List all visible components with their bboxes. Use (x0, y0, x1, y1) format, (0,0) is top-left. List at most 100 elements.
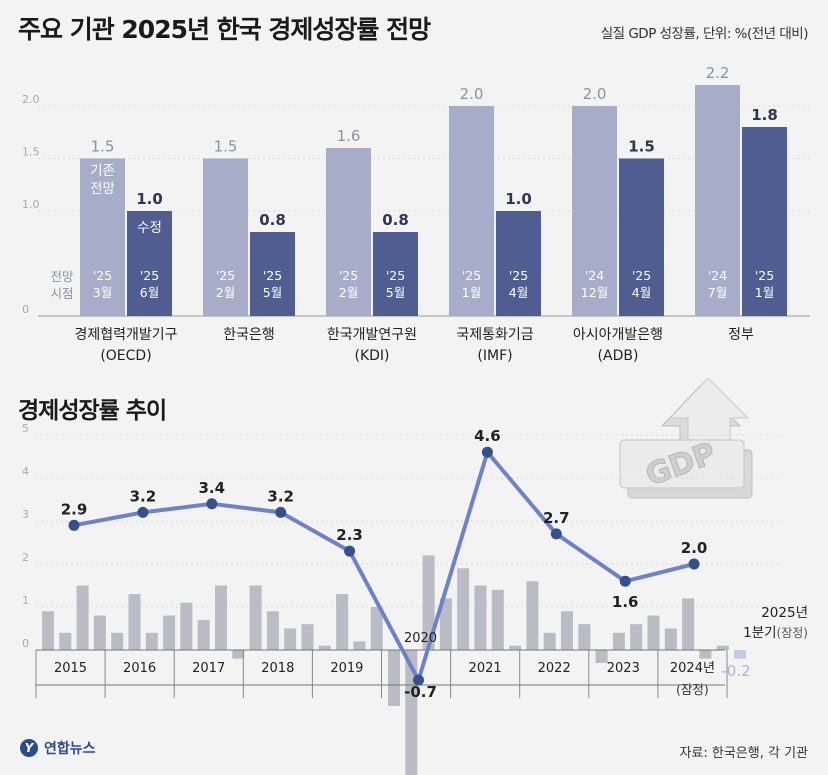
time-axis-label: 시점 (50, 286, 73, 301)
y-tick-label: 3 (22, 508, 29, 521)
prev-value-label: 1.5 (91, 138, 115, 156)
year-label: 2020 (404, 631, 437, 646)
year-label: 2019 (330, 661, 363, 676)
growth-point (68, 519, 80, 531)
prev-date-year: '25 (339, 268, 358, 283)
prev-forecast-bar (572, 106, 617, 316)
quarterly-bar (509, 645, 522, 650)
quarterly-bar (93, 615, 106, 650)
page-title: 주요 기관 2025년 한국 경제성장률 전망 (18, 15, 431, 44)
prev-date-year: '25 (216, 268, 235, 283)
quarterly-bar (128, 594, 141, 650)
growth-point (206, 498, 218, 510)
quarterly-bar (111, 632, 124, 650)
revised-forecast-bar (127, 211, 172, 316)
quarterly-bar (612, 632, 625, 650)
source-note: 자료: 한국은행, 각 기관 (679, 746, 808, 761)
y-tick-label: 5 (22, 422, 29, 435)
revised-value-label: 1.0 (136, 190, 163, 208)
prev-date-month: 3월 (93, 285, 112, 300)
quarterly-bar (76, 585, 89, 650)
growth-value-label: -0.7 (404, 683, 437, 701)
institution-abbr: (OECD) (100, 348, 151, 364)
institution-label: 경제협력개발기구 (74, 327, 177, 343)
quarterly-bar (578, 624, 591, 650)
quarterly-bar (215, 585, 227, 650)
prev-value-label: 2.0 (460, 85, 484, 103)
growth-value-label: 3.2 (267, 487, 294, 505)
revised-value-label: 0.8 (382, 211, 409, 229)
prev-date-month: 2월 (339, 285, 358, 300)
institution-abbr: (KDI) (354, 348, 389, 364)
prev-value-label: 2.0 (583, 85, 607, 103)
rev-date-year: '25 (386, 268, 405, 283)
gdp-arrow-icon: GDP (619, 378, 753, 499)
prev-forecast-bar (449, 106, 494, 316)
prev-date-year: '25 (462, 268, 481, 283)
quarterly-bar (543, 632, 556, 650)
rev-date-year: '25 (755, 268, 774, 283)
quarterly-bar (457, 568, 470, 650)
prev-date-year: '25 (93, 268, 112, 283)
quarterly-bar (474, 585, 487, 650)
growth-value-label: 2.3 (336, 526, 363, 544)
q2025-year-label: 2025년 (761, 605, 808, 621)
quarterly-bar (318, 645, 331, 650)
q2025-note: (잠정) (777, 626, 808, 640)
rev-date-year: '25 (263, 268, 282, 283)
quarterly-bar (180, 602, 193, 650)
prev-date-month: 7월 (708, 285, 727, 300)
year-label: 2024년 (670, 661, 715, 676)
revised-legend: 수정 (137, 220, 162, 236)
y-tick-label: 1 (22, 594, 29, 607)
growth-value-label: 3.2 (130, 487, 157, 505)
prev-value-label: 2.2 (706, 64, 730, 82)
prev-date-month: 2월 (216, 285, 235, 300)
prev-date-year: '24 (708, 268, 727, 283)
quarterly-bar (664, 628, 677, 650)
revised-value-label: 1.5 (628, 138, 655, 156)
quarterly-bar (647, 615, 660, 650)
quarterly-bar (42, 611, 54, 650)
year-label: 2017 (192, 661, 225, 676)
growth-value-label: 3.4 (199, 479, 226, 497)
growth-point (275, 506, 287, 518)
institution-label: 아시아개발은행 (573, 327, 663, 343)
rev-date-year: '25 (632, 268, 651, 283)
institution-abbr: (IMF) (477, 348, 512, 364)
note-2024: (잠정) (676, 682, 709, 697)
prev-date-year: '24 (585, 268, 604, 283)
growth-point (550, 528, 562, 540)
year-label: 2015 (54, 661, 87, 676)
trend-chart: 0 1 2 3 4 5 2015 2016 2017 2018 2019 2021 2022 2023 20… (22, 422, 808, 775)
revised-forecast-bar (496, 211, 541, 316)
revised-forecast-bar (250, 232, 295, 316)
quarterly-bar (630, 624, 643, 650)
institution-label: 국제통화기금 (456, 327, 533, 343)
revised-forecast-bar (619, 158, 664, 316)
quarterly-bar (266, 611, 279, 650)
prev-forecast-legend: 기존 (90, 163, 115, 179)
q2025-quarter-label: 1분기(잠정) (743, 625, 808, 641)
growth-value-label: 4.6 (474, 427, 501, 445)
q2025-quarter-text: 1분기 (743, 625, 776, 641)
q2025-value-label: -0.2 (721, 662, 750, 680)
revised-forecast-bar (373, 232, 418, 316)
quarterly-bar (163, 615, 176, 650)
quarterly-bar (145, 632, 158, 650)
quarterly-bar (370, 607, 383, 650)
revised-forecast-bar (742, 127, 787, 316)
logo-icon: Y (20, 739, 38, 757)
prev-forecast-bar (326, 148, 371, 316)
growth-value-label: 2.0 (681, 539, 708, 557)
y-tick-label: 1.0 (22, 198, 40, 211)
rev-date-month: 5월 (263, 285, 282, 300)
year-label: 2022 (538, 661, 571, 676)
prev-date-month: 1월 (462, 285, 481, 300)
prev-forecast-bar (203, 158, 248, 316)
year-label: 2021 (469, 661, 502, 676)
quarterly-bar (682, 598, 695, 650)
y-tick-label: 2 (22, 551, 29, 564)
